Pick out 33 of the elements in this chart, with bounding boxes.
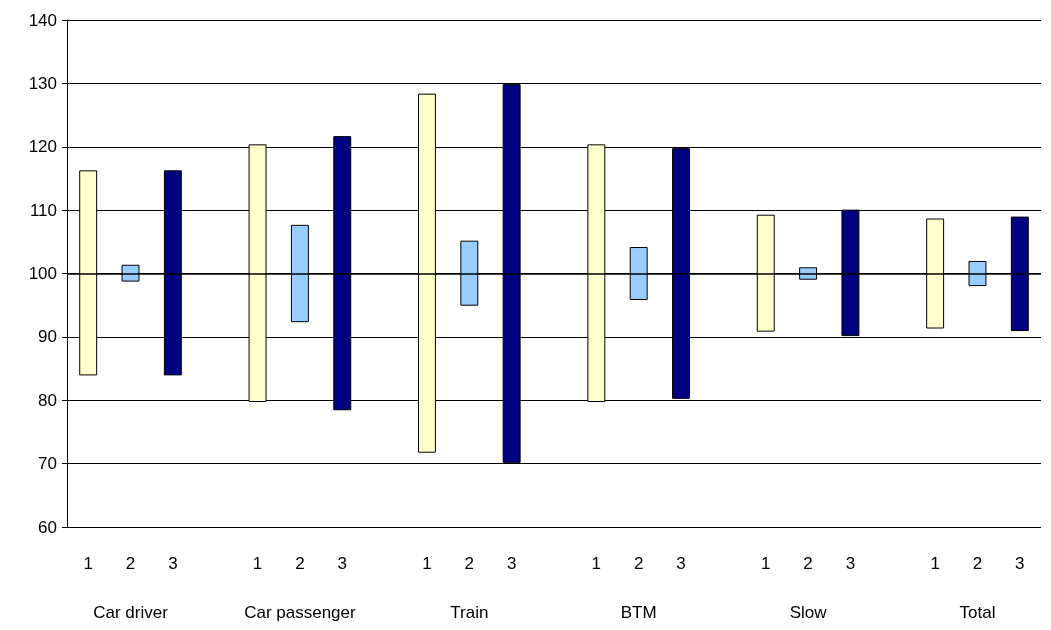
y-tick-label: 140 bbox=[28, 10, 57, 30]
x-tick-label: 1 bbox=[252, 554, 263, 573]
x-tick-label: 3 bbox=[337, 554, 347, 573]
x-tick-label: 1 bbox=[930, 554, 940, 573]
y-tick-label: 130 bbox=[28, 73, 57, 93]
x-tick-label: 2 bbox=[125, 554, 136, 573]
x-tick-label: 1 bbox=[422, 554, 432, 573]
text: BTM bbox=[620, 602, 657, 622]
x-tick-label: 1 bbox=[83, 554, 93, 573]
text: Total bbox=[959, 602, 996, 622]
x-tick-label: 2 bbox=[464, 554, 475, 573]
y-tick-label: 70 bbox=[38, 454, 57, 474]
text: Slow bbox=[789, 602, 828, 622]
x-tick-label: 3 bbox=[676, 554, 686, 573]
x-tick-label: 2 bbox=[972, 554, 983, 573]
x-tick-label: 3 bbox=[1015, 554, 1025, 573]
y-tick-label: 100 bbox=[28, 264, 57, 283]
x-tick-label: 1 bbox=[761, 554, 771, 573]
x-tick-label: 3 bbox=[845, 554, 856, 573]
y-tick-label: 90 bbox=[38, 327, 57, 347]
y-tick-label: 110 bbox=[29, 200, 57, 220]
x-tick-label: 3 bbox=[168, 554, 178, 573]
y-tick-label: 80 bbox=[38, 390, 57, 410]
x-tick-label: 1 bbox=[591, 554, 602, 573]
text: Car passenger bbox=[244, 602, 356, 622]
x-tick-label: 3 bbox=[506, 554, 517, 573]
y-tick-label: 60 bbox=[38, 517, 57, 537]
x-tick-label: 2 bbox=[803, 554, 813, 573]
y-tick-label: 120 bbox=[28, 137, 57, 157]
x-tick-label: 2 bbox=[295, 554, 305, 573]
x-tick-label: 2 bbox=[633, 554, 644, 573]
text: Car driver bbox=[93, 602, 169, 622]
text: Train bbox=[450, 602, 489, 622]
